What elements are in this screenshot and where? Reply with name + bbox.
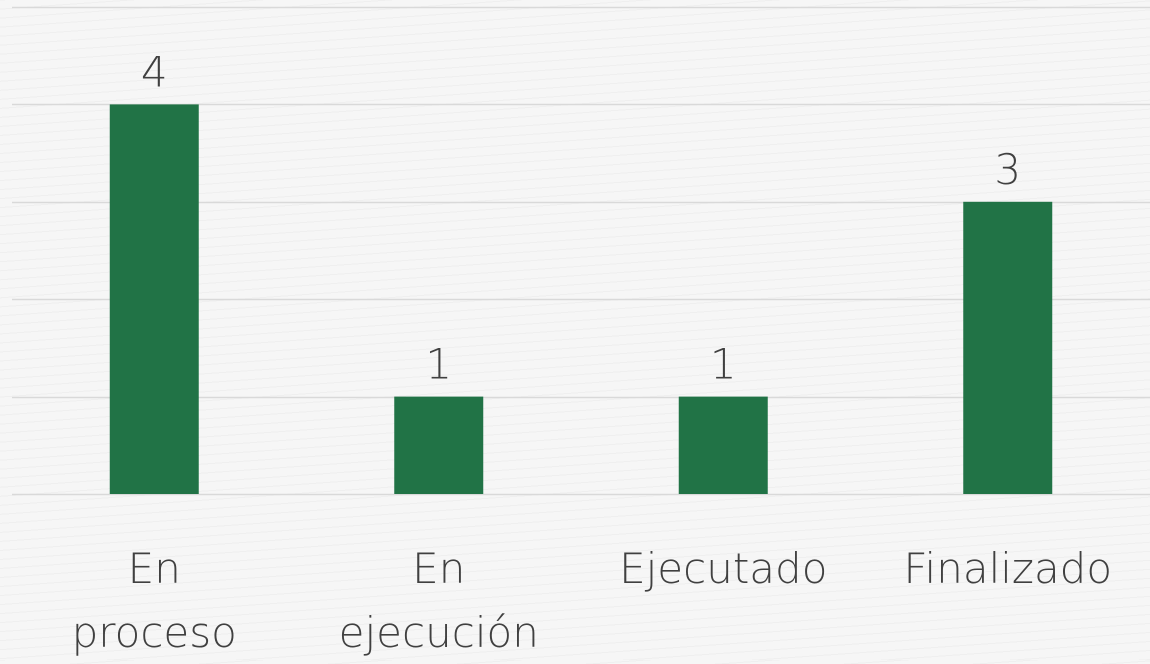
bar-3 — [963, 201, 1053, 495]
category-label-line: proceso — [72, 608, 237, 657]
category-label-1: En ejecución — [339, 544, 539, 657]
gridlines — [12, 6, 1150, 496]
category-label-line: Finalizado — [903, 544, 1112, 593]
bars — [109, 104, 1053, 495]
bar-2 — [678, 396, 768, 494]
bar-1 — [394, 396, 484, 494]
category-label-line: En — [128, 544, 181, 593]
category-label-2: Ejecutado — [619, 544, 827, 593]
category-label-3: Finalizado — [903, 544, 1112, 593]
data-label-1: 1 — [425, 340, 452, 389]
data-label-0: 4 — [141, 47, 168, 96]
data-label-2: 1 — [710, 340, 737, 389]
data-labels: 4 1 1 3 — [141, 47, 1021, 388]
category-label-line: ejecución — [339, 608, 539, 657]
bar-0 — [109, 104, 199, 495]
category-label-line: En — [412, 544, 465, 593]
category-label-line: Ejecutado — [619, 544, 827, 593]
category-label-0: En proceso — [72, 544, 237, 657]
data-label-3: 3 — [994, 145, 1021, 194]
category-labels: En proceso En ejecución Ejecutado Finalizado — [72, 544, 1112, 657]
